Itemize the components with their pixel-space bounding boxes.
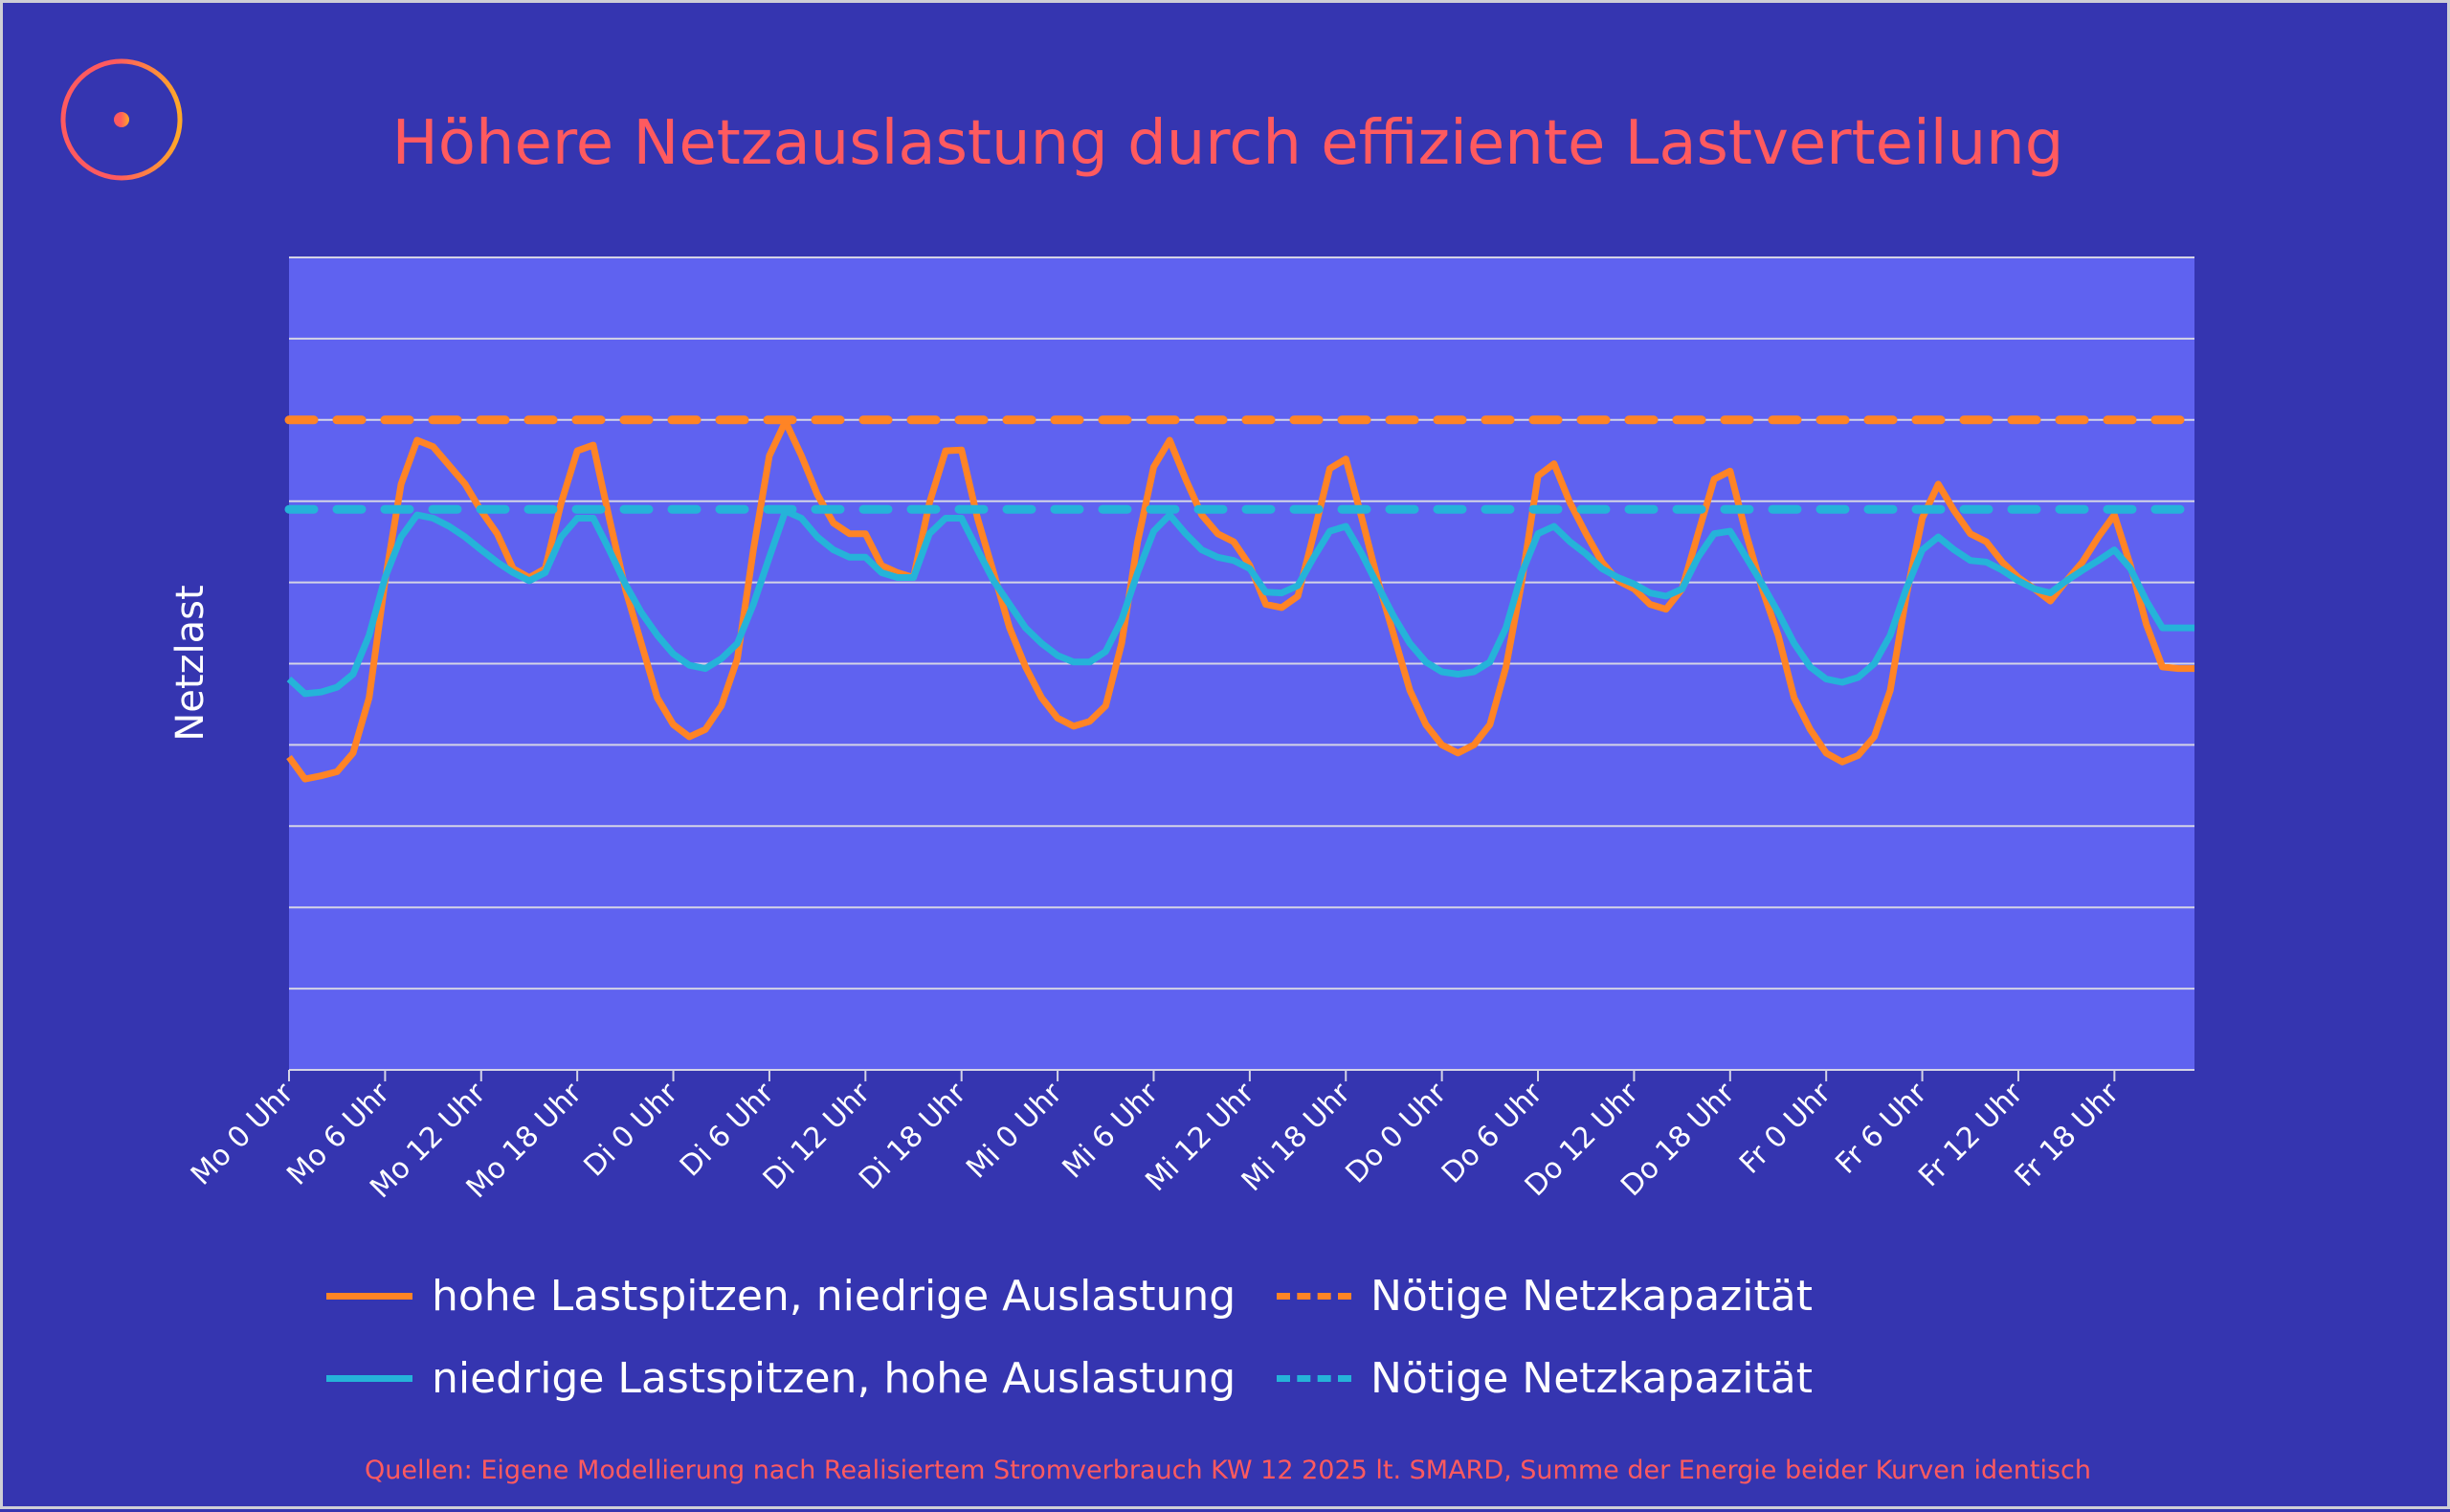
legend-label: hohe Lastspitzen, niedrige Auslastung <box>432 1272 1236 1321</box>
x-tick-label: Di 0 Uhr <box>578 1076 685 1183</box>
x-tick-label: Fr 0 Uhr <box>1733 1076 1838 1180</box>
legend-swatch-dashed-orange <box>1277 1293 1351 1300</box>
x-tick-label: Fr 12 Uhr <box>1912 1076 2030 1193</box>
chart-title: Höhere Netzauslastung durch effiziente L… <box>391 108 2064 179</box>
legend-label: Nötige Netzkapazität <box>1370 1272 1813 1321</box>
legend-item-capacity-orange: Nötige Netzkapazität <box>1277 1272 1813 1321</box>
legend-item-low-peaks: niedrige Lastspitzen, hohe Auslastung <box>326 1354 1236 1403</box>
source-note: Quellen: Eigene Modellierung nach Realis… <box>364 1456 2092 1485</box>
series-line-1 <box>286 507 2194 698</box>
x-tick-label: Do 0 Uhr <box>1340 1076 1454 1190</box>
legend-item-high-peaks: hohe Lastspitzen, niedrige Auslastung <box>326 1272 1236 1321</box>
x-tick-label: Mo 0 Uhr <box>185 1076 301 1191</box>
legend-swatch-solid-cyan <box>326 1375 412 1382</box>
series-line-0 <box>286 418 2194 783</box>
x-tick-label: Di 18 Uhr <box>853 1076 973 1196</box>
x-tick-label: Mi 0 Uhr <box>960 1076 1069 1185</box>
logo-dot-icon <box>114 112 129 127</box>
x-tick-label: Fr 18 Uhr <box>2009 1076 2127 1193</box>
y-axis-label: Netzlast <box>168 585 212 742</box>
legend-label: Nötige Netzkapazität <box>1370 1354 1813 1403</box>
legend-swatch-solid-orange <box>326 1293 412 1300</box>
legend-label: niedrige Lastspitzen, hohe Auslastung <box>432 1354 1236 1403</box>
legend-item-capacity-cyan: Nötige Netzkapazität <box>1277 1354 1813 1403</box>
legend-swatch-dashed-cyan <box>1277 1375 1351 1382</box>
logo-ring-icon <box>60 58 183 181</box>
